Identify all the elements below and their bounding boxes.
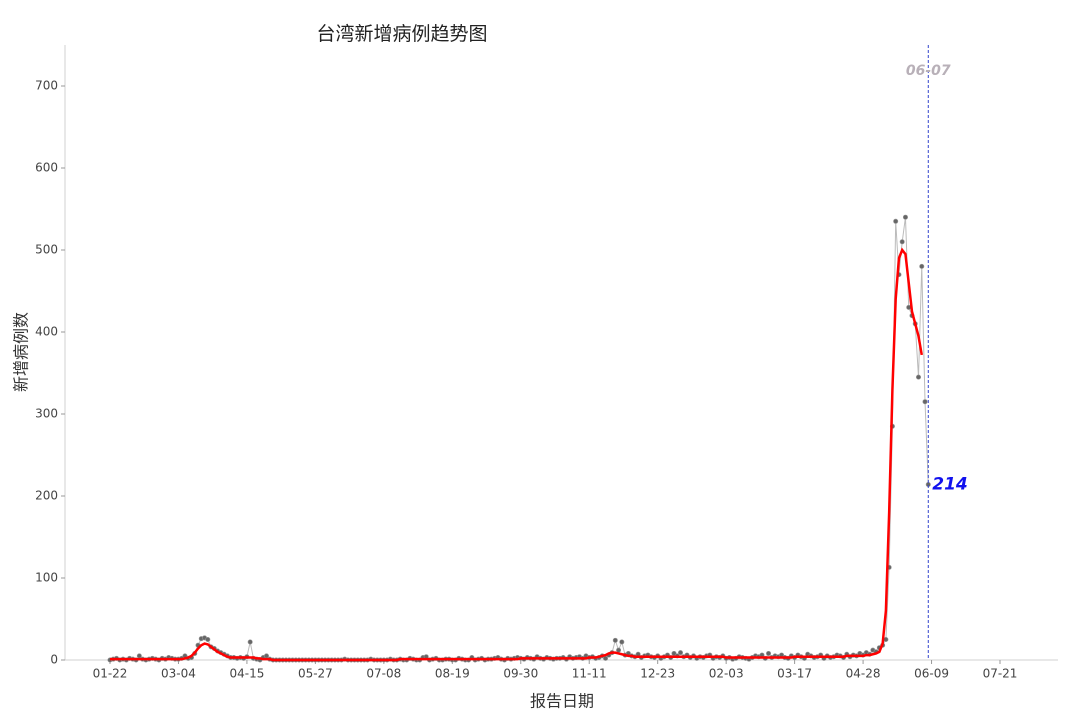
chart-title: 台湾新增病例趋势图 [316,23,487,45]
value-label: 214 [932,475,968,495]
y-tick-label: 300 [35,407,58,421]
point [619,639,625,645]
x-axis-title: 报告日期 [530,692,594,711]
y-tick-label: 500 [35,243,58,257]
x-tick-label: 12-23 [640,667,675,681]
point [205,636,211,642]
x-tick-label: 05-27 [298,667,333,681]
marker-label: 06-07 [906,63,951,79]
y-tick-label: 600 [35,161,58,175]
x-tick-label: 01-22 [93,667,128,681]
point [616,647,622,653]
x-tick-label: 04-15 [229,667,264,681]
daily-line [109,217,929,661]
x-tick-label: 03-17 [777,667,812,681]
point [678,650,684,656]
x-tick-label: 08-19 [435,667,470,681]
x-tick-label: 07-08 [366,667,401,681]
x-tick-label: 09-30 [503,667,538,681]
y-tick-label: 100 [35,571,58,585]
point [899,239,905,245]
point [247,639,253,645]
point [915,374,921,380]
x-tick-label: 06-09 [914,667,949,681]
y-tick-label: 0 [50,653,58,667]
x-tick-label: 03-04 [161,667,196,681]
x-tick-label: 04-28 [846,667,881,681]
point [919,263,925,269]
x-tick-label: 07-21 [983,667,1018,681]
y-axis-title: 新增病例数 [12,312,31,392]
y-tick-label: 700 [35,79,58,93]
trend-line [110,247,923,662]
x-tick-label: 02-03 [709,667,744,681]
point [893,218,899,224]
y-tick-label: 400 [35,325,58,339]
point [766,650,772,656]
point [612,637,618,643]
y-tick-label: 200 [35,489,58,503]
x-tick-label: 11-11 [572,667,607,681]
point [902,214,908,220]
point [922,399,928,405]
